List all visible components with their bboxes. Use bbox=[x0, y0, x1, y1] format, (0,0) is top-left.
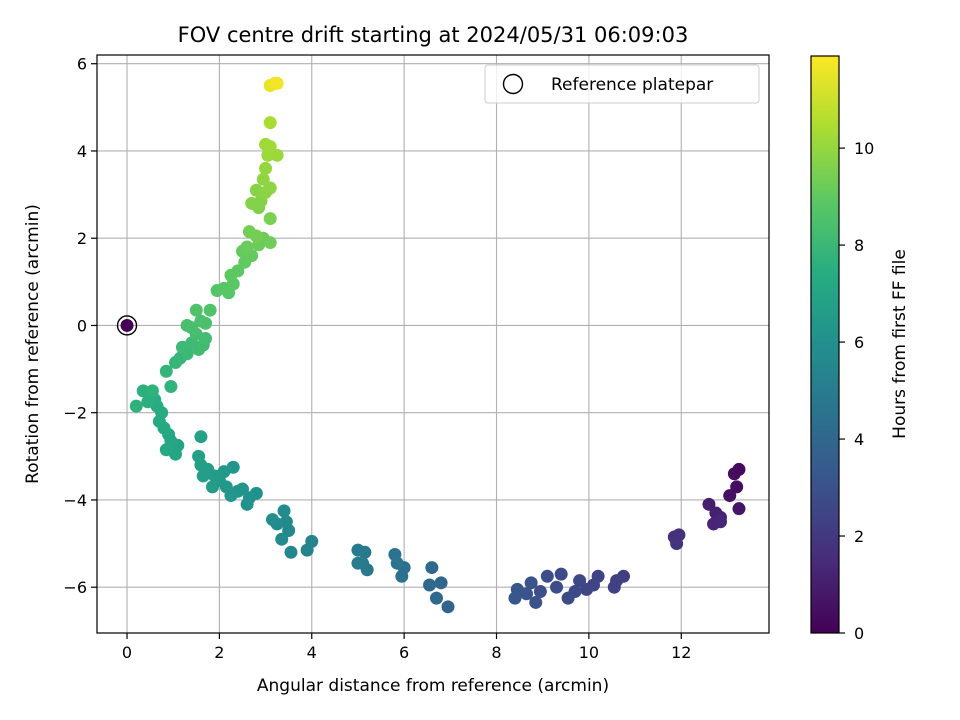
data-point bbox=[508, 591, 522, 605]
data-point bbox=[284, 545, 298, 559]
x-tick-label: 4 bbox=[307, 643, 317, 662]
data-point bbox=[423, 578, 437, 592]
data-point bbox=[732, 502, 746, 516]
x-tick-label: 0 bbox=[122, 643, 132, 662]
legend-label: Reference platepar bbox=[551, 75, 713, 95]
data-points bbox=[129, 76, 746, 614]
reference-point bbox=[120, 318, 134, 332]
data-point bbox=[561, 591, 575, 605]
data-point bbox=[159, 364, 173, 378]
data-point bbox=[263, 212, 277, 226]
colorbar-ticks: 0 2 4 6 8 10 bbox=[839, 139, 874, 643]
x-tick-label: 12 bbox=[671, 643, 691, 662]
y-tick-label: 0 bbox=[77, 316, 87, 335]
data-point bbox=[425, 561, 439, 575]
colorbar-tick-label: 4 bbox=[854, 430, 864, 449]
data-point bbox=[199, 316, 213, 330]
y-tick-label: −2 bbox=[63, 404, 87, 423]
data-point bbox=[277, 504, 291, 518]
colorbar-tick-label: 2 bbox=[854, 527, 864, 546]
y-axis: −6 −4 −2 0 2 4 6 bbox=[63, 55, 97, 597]
data-point bbox=[194, 430, 208, 444]
data-point bbox=[670, 537, 684, 551]
x-tick-label: 6 bbox=[399, 643, 409, 662]
reference-ring bbox=[116, 315, 138, 336]
data-point bbox=[529, 595, 543, 609]
data-point bbox=[270, 148, 284, 162]
colorbar-tick-label: 8 bbox=[854, 236, 864, 255]
data-point bbox=[434, 576, 448, 590]
plot-frame bbox=[96, 54, 770, 634]
data-point bbox=[714, 515, 728, 529]
data-point bbox=[196, 469, 210, 483]
data-point bbox=[540, 569, 554, 583]
x-axis-label: Angular distance from reference (arcmin) bbox=[257, 676, 609, 696]
data-point bbox=[159, 443, 173, 457]
data-point bbox=[554, 567, 568, 581]
colorbar: 0 2 4 6 8 10 Hours from first FF file bbox=[810, 55, 910, 643]
data-point bbox=[256, 172, 270, 186]
y-tick-label: 6 bbox=[77, 55, 87, 74]
data-point bbox=[429, 591, 443, 605]
y-axis-label: Rotation from reference (arcmin) bbox=[23, 204, 43, 484]
data-point bbox=[580, 582, 594, 596]
data-point bbox=[129, 399, 143, 413]
data-point bbox=[249, 229, 263, 243]
data-point bbox=[275, 532, 289, 546]
chart-title: FOV centre drift starting at 2024/05/31 … bbox=[178, 23, 689, 47]
data-point bbox=[390, 556, 404, 570]
data-point bbox=[231, 264, 245, 278]
data-point bbox=[164, 380, 178, 394]
data-point bbox=[189, 303, 203, 317]
y-tick-label: 2 bbox=[77, 229, 87, 248]
data-point bbox=[180, 318, 194, 332]
legend-box bbox=[484, 64, 760, 104]
colorbar-tick-label: 0 bbox=[854, 624, 864, 643]
data-point bbox=[730, 480, 744, 494]
x-axis: 0 2 4 6 8 10 12 bbox=[122, 633, 691, 662]
data-point bbox=[263, 236, 277, 250]
data-point bbox=[240, 240, 254, 254]
x-tick-label: 8 bbox=[491, 643, 501, 662]
data-point bbox=[607, 580, 621, 594]
data-point bbox=[259, 161, 273, 175]
data-point bbox=[141, 395, 155, 409]
data-point bbox=[263, 181, 277, 195]
colorbar-tick-label: 10 bbox=[854, 139, 874, 158]
data-point bbox=[727, 467, 741, 481]
colorbar-gradient bbox=[810, 55, 840, 634]
x-tick-label: 10 bbox=[579, 643, 599, 662]
data-point bbox=[205, 480, 219, 494]
data-point bbox=[240, 497, 254, 511]
data-point bbox=[300, 543, 314, 557]
reference-marker bbox=[116, 315, 138, 336]
data-point bbox=[723, 489, 737, 503]
legend-marker-icon bbox=[502, 73, 524, 95]
data-point bbox=[533, 585, 547, 599]
legend: Reference platepar bbox=[484, 64, 760, 104]
data-point bbox=[351, 556, 365, 570]
data-point bbox=[550, 580, 564, 594]
y-tick-label: −4 bbox=[63, 491, 87, 510]
data-point bbox=[524, 576, 538, 590]
data-point bbox=[203, 303, 217, 317]
data-point bbox=[192, 449, 206, 463]
data-point bbox=[266, 513, 280, 527]
y-tick-label: 4 bbox=[77, 142, 87, 161]
x-tick-label: 2 bbox=[214, 643, 224, 662]
data-point bbox=[145, 384, 159, 398]
data-point bbox=[263, 140, 277, 154]
data-point bbox=[263, 116, 277, 130]
colorbar-label: Hours from first FF file bbox=[890, 249, 910, 439]
y-tick-label: −6 bbox=[63, 578, 87, 597]
data-point bbox=[702, 497, 716, 511]
colorbar-tick-label: 6 bbox=[854, 333, 864, 352]
data-point bbox=[441, 600, 455, 614]
data-point bbox=[270, 76, 284, 90]
data-point bbox=[395, 569, 409, 583]
data-point bbox=[573, 574, 587, 588]
data-point bbox=[351, 543, 365, 557]
data-point bbox=[136, 384, 150, 398]
